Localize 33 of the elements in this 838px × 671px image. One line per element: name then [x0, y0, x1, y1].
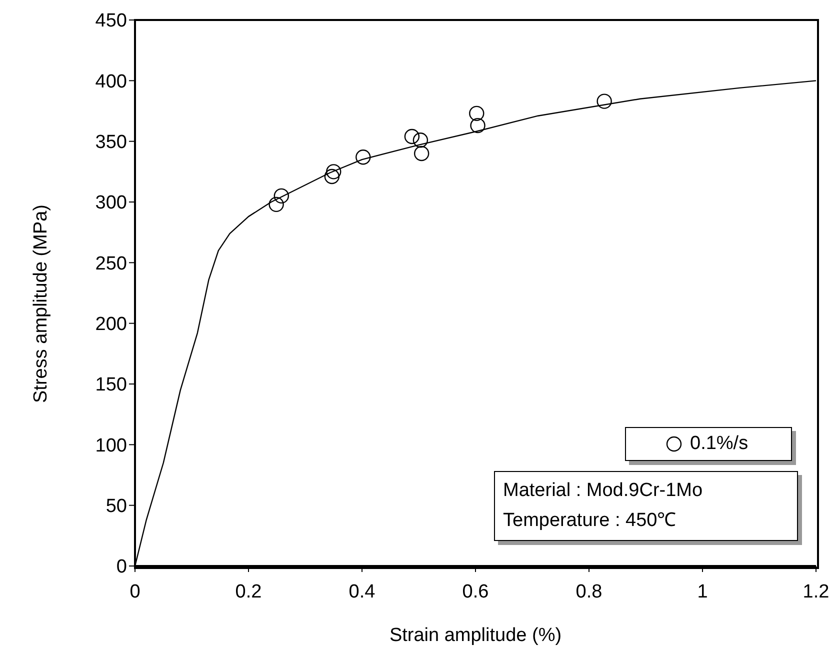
y-tick-label: 50 — [106, 496, 127, 518]
point — [324, 168, 340, 184]
point — [404, 128, 420, 144]
x-tick-label: 1.2 — [802, 581, 830, 602]
x-tick-label: 1 — [697, 581, 708, 602]
annotation: Temperature : 450℃ — [503, 509, 678, 533]
y-tick-label: 350 — [95, 132, 127, 154]
x-tick-label: 0 — [130, 581, 140, 602]
annotation: Material : Mod.9Cr-1Mo — [503, 479, 704, 503]
point — [356, 150, 371, 165]
y-tick-label: 450 — [95, 10, 127, 32]
point — [596, 94, 612, 109]
y-tick-label: 200 — [95, 314, 127, 336]
y-tick-label: 150 — [95, 374, 127, 396]
x-tick-label: 0.4 — [348, 581, 376, 602]
x-axis-title: Strain amplitude (%) — [389, 625, 562, 646]
x-tick-label: 0.2 — [235, 581, 262, 602]
legend-label: 0.1%/s — [690, 433, 748, 455]
y-tick-label: 100 — [95, 435, 127, 456]
point — [412, 132, 428, 148]
point — [268, 196, 284, 212]
point — [326, 164, 342, 180]
point — [469, 106, 484, 122]
y-tick-label: 250 — [95, 253, 127, 274]
x-tick-label: 0.6 — [462, 581, 489, 602]
y-axis-title: Stress amplitude (MPa) — [30, 204, 52, 403]
y-tick-label: 300 — [95, 192, 127, 214]
point — [414, 146, 430, 162]
y-tick-label: 400 — [95, 71, 127, 92]
point — [470, 118, 486, 134]
y-tick-label: 0 — [116, 556, 127, 578]
x-tick-label: 0.8 — [576, 581, 602, 602]
point — [274, 188, 290, 204]
